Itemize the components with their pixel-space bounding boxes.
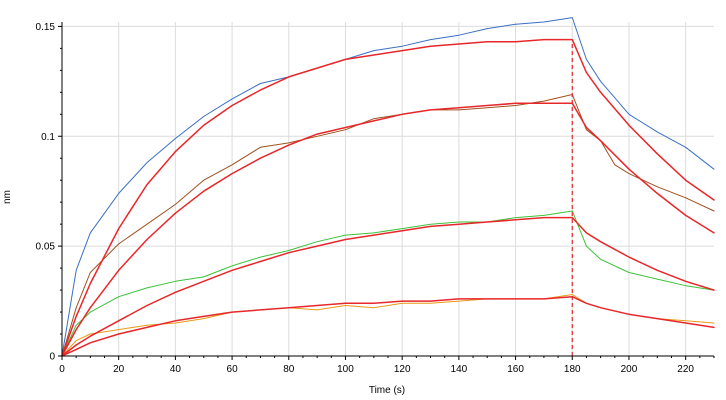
y-tick-label: 0.05	[36, 242, 56, 253]
x-tick-label: 220	[677, 364, 694, 375]
axes	[58, 22, 715, 360]
measured-curve	[61, 210, 715, 357]
x-tick-label: 80	[283, 364, 295, 375]
x-tick-label: 160	[507, 364, 524, 375]
x-tick-label: 40	[170, 364, 182, 375]
x-tick-label: 100	[337, 364, 354, 375]
x-tick-label: 0	[59, 364, 65, 375]
x-tick-label: 140	[451, 364, 468, 375]
fit-curve	[61, 102, 715, 357]
fit-curve	[61, 216, 715, 357]
fit-curve	[61, 295, 715, 357]
grid-lines	[62, 22, 714, 356]
x-tick-label: 200	[621, 364, 638, 375]
series-layer	[61, 17, 715, 357]
y-axis-title: nm	[2, 190, 13, 204]
x-tick-label: 180	[564, 364, 581, 375]
x-tick-label: 20	[113, 364, 125, 375]
x-tick-label: 60	[227, 364, 239, 375]
y-tick-label: 0.1	[41, 132, 55, 143]
y-tick-label: 0.15	[36, 22, 56, 33]
measured-curve	[61, 17, 715, 357]
tick-labels: 0 20 40 60 80 100 120 140 160 180 200 220 0 0.05 0.1 0.…	[36, 22, 695, 375]
x-axis-title: Time (s)	[369, 385, 405, 396]
y-tick-label: 0	[49, 352, 55, 363]
fit-curve	[61, 38, 715, 357]
x-tick-label: 120	[394, 364, 411, 375]
